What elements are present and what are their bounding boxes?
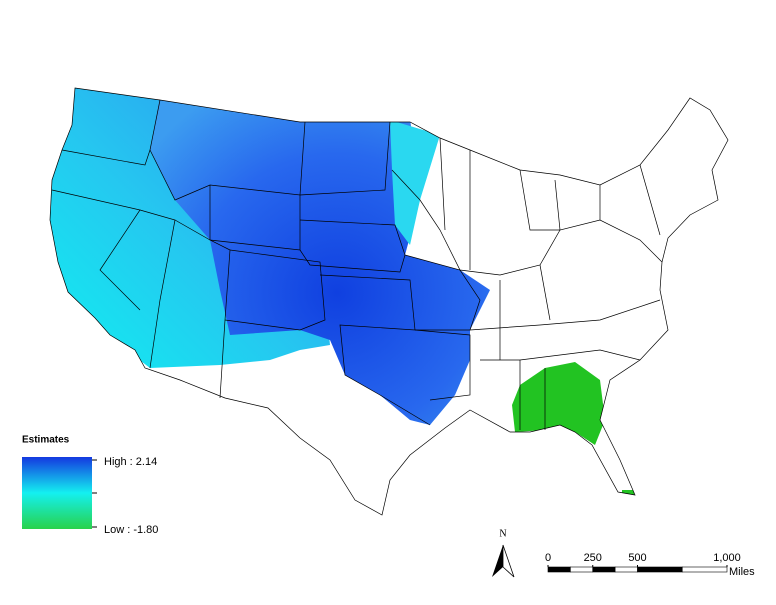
north-label: N (499, 528, 506, 539)
scale-segment (547, 566, 571, 573)
scale-tick-label: 1,000 (713, 552, 741, 564)
legend-high: High : 2.14 (104, 456, 157, 468)
estimate-surface (50, 88, 634, 502)
scale-segment (637, 566, 683, 573)
scale-tick-label: 250 (584, 552, 602, 564)
scale-segment (614, 566, 638, 573)
scale-segment (570, 566, 594, 573)
surface-southeast (512, 362, 605, 445)
north-arrow-right (502, 544, 515, 578)
scale-tick-label: 500 (628, 552, 646, 564)
surface-north (390, 120, 440, 245)
legend-low: Low : -1.80 (104, 524, 158, 536)
scale-unit: Miles (729, 566, 755, 578)
north-arrow-left (492, 545, 503, 577)
legend-title: Estimates (22, 435, 70, 446)
surface-florida-tip (622, 490, 634, 502)
scale-segment (592, 566, 616, 573)
legend-ramp (22, 457, 92, 529)
scale-segment (681, 566, 728, 573)
state-borders (49, 87, 729, 516)
scale-bar: 0 250 500 1,000 Miles (545, 552, 755, 578)
scale-tick-label: 0 (545, 552, 551, 564)
